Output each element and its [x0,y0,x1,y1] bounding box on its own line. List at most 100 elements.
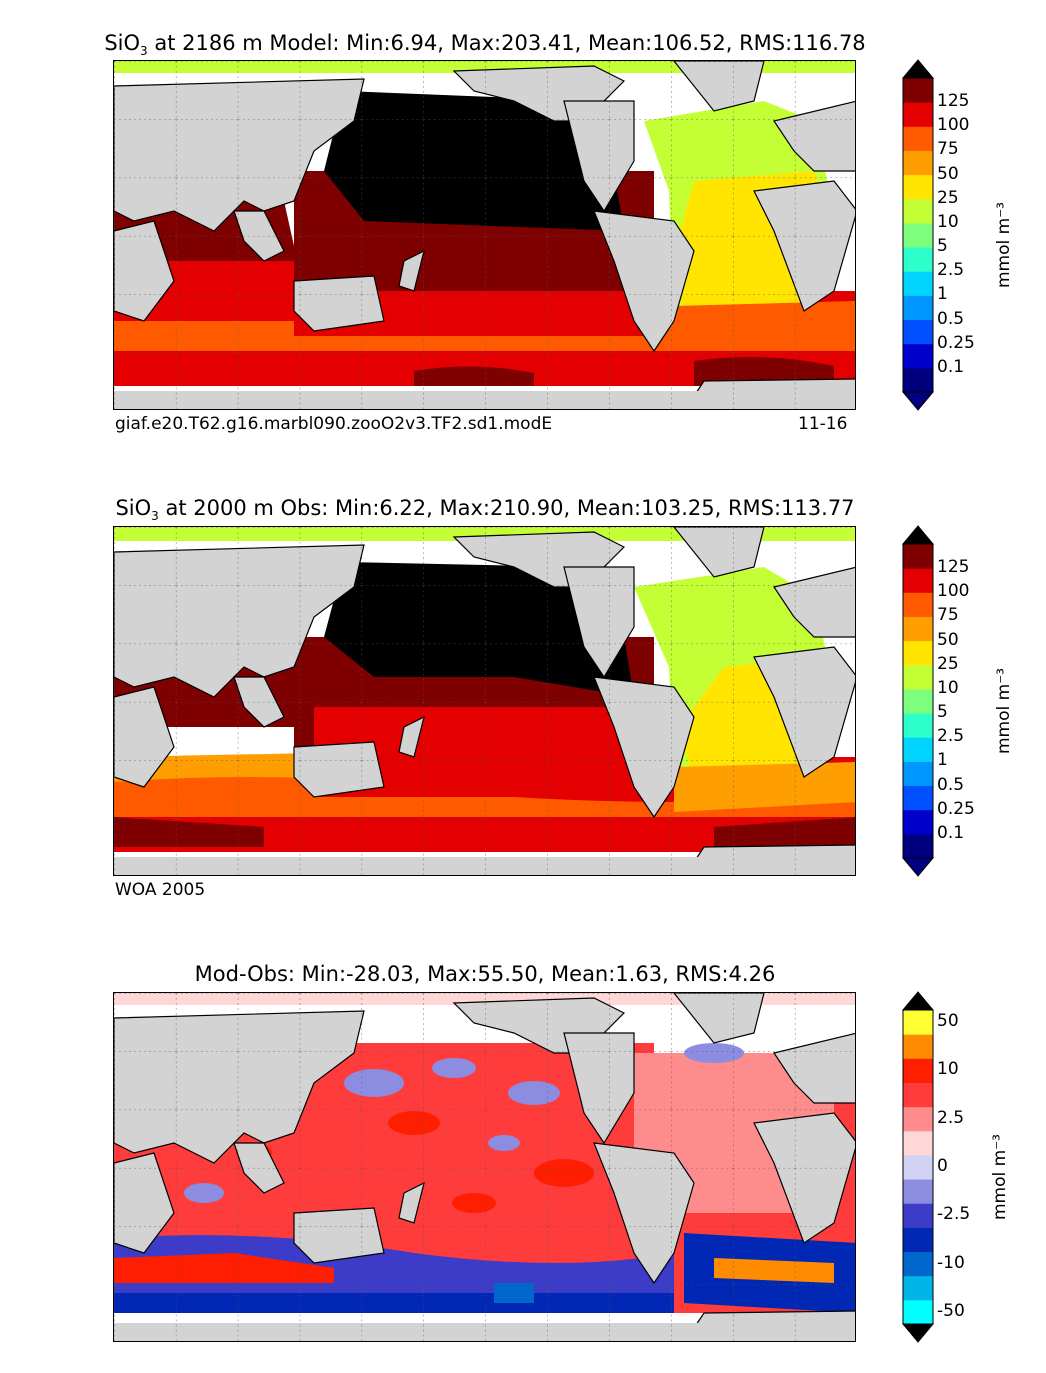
model-colorbar-swatch-1 [903,343,933,369]
model-colorbar-tick-label: 0.5 [937,308,965,329]
obs-colorbar-swatch-8 [903,640,933,666]
obs-colorbar-frame [902,543,934,859]
model-colorbar-extend-low [901,391,935,411]
obs-colorbar-swatch-5 [903,713,933,738]
model-colorbar-swatch-6 [903,222,933,248]
diff-colorbar-tick-label: -2.5 [937,1204,971,1225]
model-colorbar-tick-label: 0.25 [937,332,975,353]
obs-colorbar-swatch-3 [903,761,933,787]
obs-colorbar [901,525,935,877]
model-colorbar-swatch-4 [903,271,933,296]
model-colorbar-swatch-0 [903,367,933,393]
model-colorbar-swatch-3 [903,295,933,321]
obs-panel-title: SiO3 at 2000 m Obs: Min:6.22, Max:210.90… [0,496,970,523]
diff-colorbar-swatch-9 [903,1082,933,1108]
diff-colorbar-swatch-10 [903,1058,933,1083]
obs-colorbar-tick-label: 5 [937,702,948,723]
obs-colorbar-tick-label: 50 [937,629,959,650]
diff-colorbar-swatch-5 [903,1179,933,1204]
diff-colorbar-tick-label: 10 [937,1059,959,1080]
diff-colorbar-swatch-7 [903,1130,933,1156]
diff-colorbar-swatch-4 [903,1203,933,1228]
diff-map [113,992,856,1342]
obs-colorbar-tick-label: 125 [937,557,970,578]
obs-colorbar-swatch-11 [903,568,933,593]
obs-colorbar-swatch-1 [903,809,933,835]
obs-title-stats: at 2000 m Obs: Min:6.22, Max:210.90, Mea… [158,496,855,520]
obs-title-subscript: 3 [151,509,159,524]
model-colorbar-tick-label: 1 [937,284,948,305]
obs-colorbar-tick-label: 0.25 [937,798,975,819]
model-footer-date: 11-16 [798,414,848,434]
model-colorbar-tick-label: 2.5 [937,260,965,281]
diff-colorbar-extend-low [901,1323,935,1343]
model-colorbar-swatch-11 [903,102,933,127]
obs-title-species: SiO [115,496,152,520]
obs-colorbar-tick-label: 0.1 [937,822,965,843]
diff-colorbar [901,991,935,1343]
diff-colorbar-svg [901,991,935,1343]
model-colorbar-svg [901,59,935,411]
diff-colorbar-tick-label: 0 [937,1156,948,1176]
obs-colorbar-swatch-4 [903,737,933,762]
obs-colorbar-swatch-10 [903,592,933,617]
obs-colorbar-tick-label: 1 [937,750,948,771]
model-colorbar-tick-label: 0.1 [937,356,965,377]
obs-colorbar-units: mmol m⁻³ [994,668,1014,754]
diff-colorbar-tick-label: 50 [937,1011,959,1032]
model-colorbar-frame [902,77,934,393]
model-colorbar-tick-label: 125 [937,91,970,112]
model-colorbar-extend-high [901,59,935,79]
diff-colorbar-swatch-3 [903,1227,933,1253]
model-footer-run-name: giaf.e20.T62.g16.marbl090.zooO2v3.TF2.sd… [115,414,553,434]
obs-colorbar-swatch-12 [903,544,933,569]
obs-colorbar-extend-low [901,857,935,877]
obs-colorbar-tick-label: 75 [937,605,959,626]
diff-colorbar-swatch-8 [903,1106,933,1132]
diff-colorbar-units: mmol m⁻³ [990,1134,1010,1220]
model-colorbar-swatch-5 [903,247,933,272]
obs-map [113,526,856,876]
obs-colorbar-tick-label: 100 [937,581,970,602]
model-colorbar-tick-label: 50 [937,163,959,184]
model-panel-title: SiO3 at 2186 m Model: Min:6.94, Max:203.… [0,31,970,58]
obs-colorbar-swatch-6 [903,688,933,714]
model-map [113,60,856,410]
model-colorbar-swatch-12 [903,78,933,103]
model-title-subscript: 3 [140,44,148,59]
obs-colorbar-tick-label: 25 [937,653,959,674]
model-colorbar-swatch-2 [903,319,933,345]
diff-colorbar-tick-label: -10 [937,1252,965,1273]
model-colorbar [901,59,935,411]
model-colorbar-tick-label: 5 [937,236,948,257]
diff-colorbar-swatch-0 [903,1299,933,1325]
model-colorbar-tick-label: 100 [937,115,970,136]
obs-colorbar-svg [901,525,935,877]
model-colorbar-swatch-7 [903,198,933,224]
obs-colorbar-swatch-2 [903,785,933,811]
model-colorbar-tick-label: 10 [937,211,959,232]
diff-colorbar-swatch-2 [903,1251,933,1277]
obs-colorbar-swatch-9 [903,616,933,642]
model-title-stats: at 2186 m Model: Min:6.94, Max:203.41, M… [147,31,866,55]
diff-colorbar-swatch-6 [903,1154,933,1180]
obs-colorbar-tick-label: 10 [937,677,959,698]
diff-colorbar-swatch-1 [903,1275,933,1301]
obs-colorbar-tick-label: 0.5 [937,774,965,795]
model-colorbar-swatch-10 [903,126,933,151]
model-colorbar-swatch-8 [903,174,933,200]
diff-colorbar-extend-high [901,991,935,1011]
model-colorbar-tick-label: 75 [937,139,959,160]
obs-colorbar-swatch-0 [903,833,933,859]
model-colorbar-tick-label: 25 [937,187,959,208]
obs-footer-source: WOA 2005 [115,880,206,900]
diff-colorbar-swatch-12 [903,1010,933,1035]
diff-colorbar-tick-label: -50 [937,1300,965,1321]
obs-colorbar-swatch-7 [903,664,933,690]
obs-colorbar-tick-label: 2.5 [937,726,965,747]
model-colorbar-units: mmol m⁻³ [994,202,1014,288]
model-title-species: SiO [104,31,141,55]
diff-colorbar-swatch-11 [903,1034,933,1059]
obs-colorbar-extend-high [901,525,935,545]
model-colorbar-swatch-9 [903,150,933,176]
